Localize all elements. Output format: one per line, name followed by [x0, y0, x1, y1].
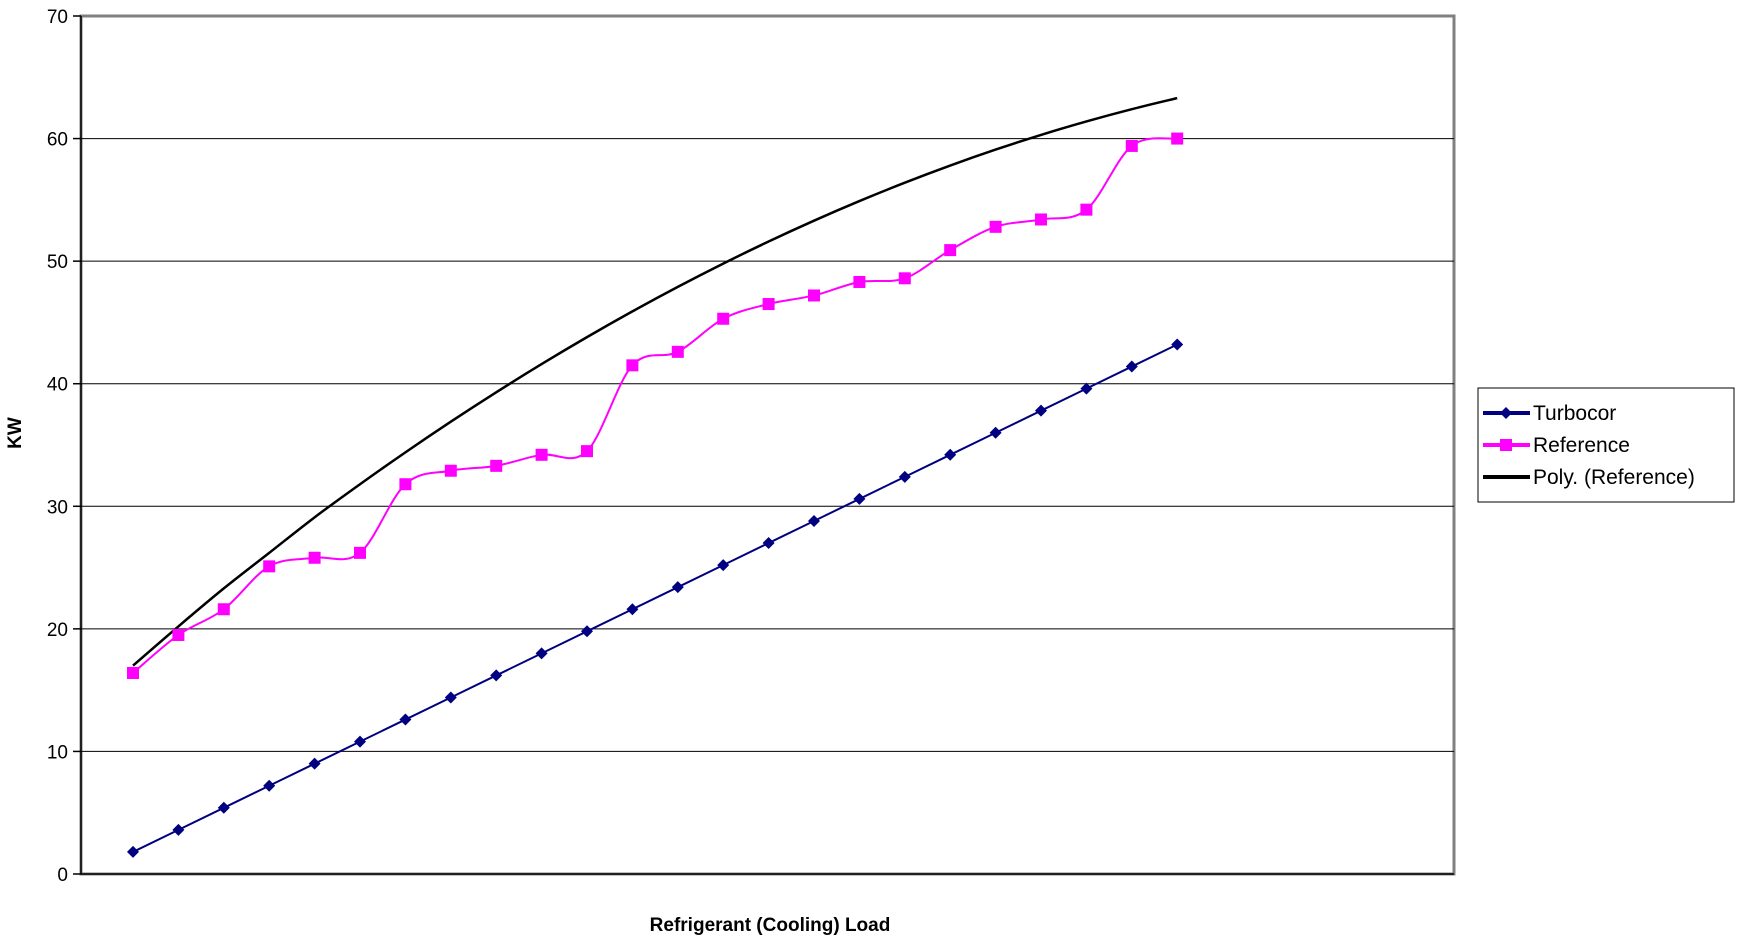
data-point-reference [172, 628, 185, 641]
data-point-reference [444, 464, 457, 477]
legend-marker-turbocor [1500, 407, 1512, 419]
y-tick-label: 0 [57, 865, 68, 886]
data-point-reference [490, 459, 503, 472]
data-point-turbocor [444, 691, 457, 704]
data-point-turbocor [626, 603, 639, 616]
data-point-reference [1125, 139, 1138, 152]
legend-label-poly-reference: Poly. (Reference) [1533, 466, 1695, 489]
data-point-reference [944, 244, 957, 257]
data-point-turbocor [944, 448, 957, 461]
data-point-turbocor [1035, 404, 1047, 417]
data-point-reference [762, 298, 775, 311]
data-point-turbocor [263, 779, 276, 792]
y-tick-label: 20 [47, 620, 68, 641]
data-point-turbocor [989, 426, 1002, 439]
data-point-reference [626, 359, 639, 372]
data-point-turbocor [671, 581, 684, 594]
data-point-reference [399, 478, 412, 491]
data-point-turbocor [308, 757, 321, 770]
data-point-turbocor [1080, 382, 1093, 395]
data-point-turbocor [354, 735, 366, 748]
legend: Turbocor Reference Poly. (Reference) [1477, 387, 1735, 503]
y-tick-label: 10 [47, 742, 68, 763]
data-point-turbocor [808, 514, 820, 527]
data-point-reference [217, 603, 230, 616]
data-point-turbocor [399, 713, 412, 726]
data-point-reference [263, 560, 276, 573]
data-point-reference [989, 220, 1002, 233]
data-point-reference [853, 275, 866, 288]
data-point-turbocor [581, 625, 593, 638]
y-tick-label: 60 [47, 130, 68, 151]
data-point-turbocor [535, 647, 548, 660]
data-point-turbocor [762, 537, 775, 550]
data-point-turbocor [853, 492, 866, 505]
data-point-reference [1035, 213, 1047, 226]
data-point-turbocor [490, 669, 503, 682]
data-point-reference [581, 445, 593, 458]
data-point-turbocor [1171, 338, 1184, 351]
series-line-turbocor [132, 343, 1178, 853]
data-point-reference [354, 546, 366, 559]
legend-marker-reference [1500, 439, 1512, 451]
data-point-turbocor [217, 801, 230, 814]
data-point-turbocor [172, 823, 185, 836]
y-tick-label: 50 [47, 252, 68, 273]
plot-area [79, 14, 1456, 876]
data-point-turbocor [898, 470, 911, 483]
data-point-reference [898, 272, 911, 285]
data-point-reference [671, 345, 684, 358]
data-point-turbocor [127, 845, 139, 858]
data-point-reference [1171, 132, 1184, 145]
y-axis-title: KW [5, 417, 26, 449]
data-point-turbocor [1125, 360, 1138, 373]
legend-label-turbocor: Turbocor [1533, 402, 1616, 425]
series-line-poly-reference [132, 96, 1178, 667]
data-point-reference [127, 666, 139, 679]
legend-label-reference: Reference [1533, 434, 1630, 457]
data-point-reference [1080, 203, 1093, 216]
y-tick-label: 40 [47, 375, 68, 396]
data-point-reference [535, 448, 548, 461]
y-tick-label: 70 [47, 7, 68, 28]
x-axis-title: Refrigerant (Cooling) Load [650, 915, 891, 936]
data-point-reference [808, 289, 820, 302]
data-point-turbocor [717, 559, 730, 572]
y-tick-label: 30 [47, 497, 68, 518]
data-point-reference [308, 551, 321, 564]
data-point-reference [717, 312, 730, 325]
